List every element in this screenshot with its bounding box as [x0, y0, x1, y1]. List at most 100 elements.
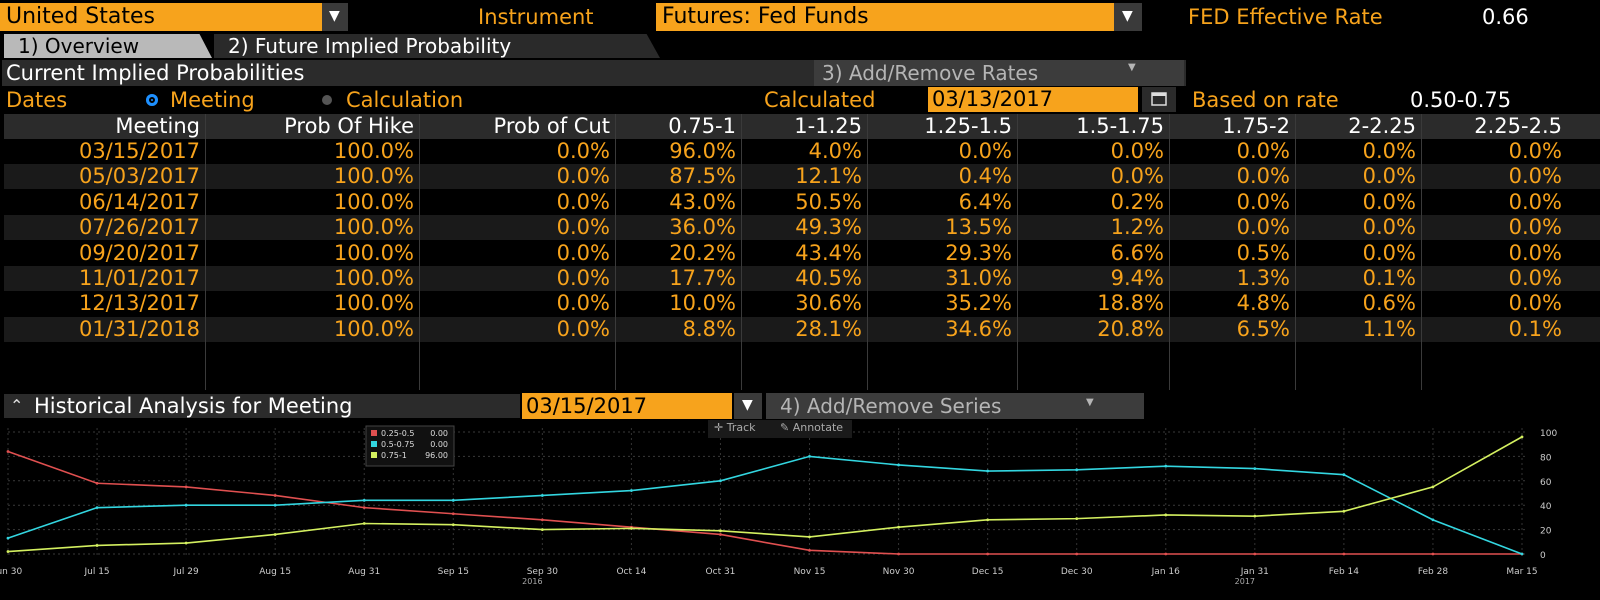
series-point: [1075, 468, 1079, 472]
tab-future-implied-probability[interactable]: 2) Future Implied Probability: [214, 34, 660, 58]
annotate-button[interactable]: ✎ Annotate: [780, 421, 843, 434]
column-header[interactable]: Prob of Cut: [493, 114, 610, 138]
series-line-0.5-0.75: [7, 455, 1523, 555]
chevron-down-icon: ▼: [329, 8, 340, 24]
probability-cell: 0.0%: [556, 215, 610, 240]
probability-cell: 20.2%: [669, 240, 736, 265]
table-row[interactable]: 05/03/2017 100.0% 0.0% 87.5% 12.1% 0.4% 0.0% 0.…: [4, 164, 1600, 190]
x-tick-label: Dec 30: [1061, 567, 1093, 577]
column-header[interactable]: 1.5-1.75: [1076, 114, 1164, 138]
probability-cell: 0.0%: [958, 139, 1012, 163]
x-tick-label: Oct 31: [706, 567, 736, 577]
legend-series-value: 96.00: [425, 451, 448, 460]
meeting-date-select[interactable]: 03/15/2017: [522, 393, 732, 419]
column-divider: [1295, 114, 1296, 390]
probability-cell: 4.8%: [1236, 291, 1290, 316]
chevron-down-icon: ▼: [1122, 8, 1133, 24]
probability-cell: 34.6%: [945, 316, 1012, 341]
table-row[interactable]: 11/01/2017 100.0% 0.0% 17.7% 40.5% 31.0% 9.4% 1…: [4, 266, 1600, 291]
country-select[interactable]: United States: [0, 3, 322, 31]
probability-cell: 20.8%: [1097, 316, 1164, 341]
column-header[interactable]: Meeting: [115, 114, 200, 138]
calculated-date-value: 03/13/2017: [932, 87, 1054, 111]
probability-cell: 40.5%: [795, 266, 862, 290]
meeting-date-dropdown-button[interactable]: ▼: [734, 393, 762, 419]
table-row[interactable]: 01/31/2018 100.0% 0.0% 8.8% 28.1% 34.6% 20.8% 6…: [4, 316, 1600, 342]
collapse-button[interactable]: ⌃: [4, 394, 30, 418]
meeting-date-value: 03/15/2017: [526, 394, 648, 418]
instrument-dropdown-button[interactable]: ▼: [1114, 3, 1142, 31]
track-label: Track: [726, 421, 756, 434]
series-line-0.25-0.5: [7, 450, 1522, 555]
probability-cell: 0.0%: [1508, 266, 1562, 290]
series-point: [1431, 518, 1435, 522]
series-point: [630, 526, 633, 530]
radio-selected-icon: [146, 94, 158, 106]
series-point: [362, 498, 366, 502]
chevron-up-double-icon: ⌃: [10, 396, 24, 415]
calculated-date-field[interactable]: 03/13/2017: [928, 87, 1138, 112]
probability-cell: 4.0%: [808, 139, 862, 163]
x-tick-label: Feb 14: [1329, 567, 1360, 577]
radio-calculation[interactable]: Calculation: [322, 88, 532, 112]
fed-rate-label: FED Effective Rate: [1188, 5, 1383, 29]
table-row[interactable]: 12/13/2017 100.0% 0.0% 10.0% 30.6% 35.2% 18.8%…: [4, 291, 1600, 317]
track-button[interactable]: ✛ Track: [714, 421, 756, 434]
x-tick-label: Nov 15: [794, 567, 826, 577]
radio-meeting[interactable]: Meeting: [146, 88, 296, 112]
series-point: [719, 529, 722, 533]
series-point: [6, 536, 10, 540]
series-point: [897, 552, 900, 556]
instrument-value: Futures: Fed Funds: [662, 4, 869, 29]
series-point: [273, 533, 277, 536]
probability-cell: 10.0%: [669, 291, 736, 316]
table-row[interactable]: 09/20/2017 100.0% 0.0% 20.2% 43.4% 29.3% 6.6% 0…: [4, 240, 1600, 266]
column-divider: [419, 114, 420, 390]
calendar-button[interactable]: [1142, 87, 1176, 112]
meeting-date-cell: 11/01/2017: [78, 266, 200, 290]
column-divider: [867, 114, 868, 390]
tab-overview[interactable]: 1) Overview: [4, 34, 212, 58]
x-tick-label: Jun 30: [0, 567, 22, 577]
legend-swatch: [371, 430, 377, 436]
column-header[interactable]: 1.25-1.5: [924, 114, 1012, 138]
legend-series-name: 0.25-0.5: [381, 429, 414, 438]
column-divider: [615, 114, 616, 390]
series-point: [184, 541, 188, 545]
probability-cell: 0.0%: [1110, 139, 1164, 163]
x-tick-label: Oct 14: [616, 567, 646, 577]
table-row[interactable]: 03/15/2017 100.0% 0.0% 96.0% 4.0% 0.0% 0.0% 0.0…: [4, 139, 1600, 164]
x-tick-label: Sep 15: [438, 567, 469, 577]
probability-cell: 100.0%: [333, 316, 414, 341]
fed-rate-value: 0.66: [1482, 5, 1529, 29]
add-remove-rates-button[interactable]: 3) Add/Remove Rates ▼: [814, 60, 1184, 86]
country-dropdown-button[interactable]: ▼: [322, 3, 348, 31]
table-row[interactable]: 06/14/2017 100.0% 0.0% 43.0% 50.5% 6.4% 0.2% 0.…: [4, 189, 1600, 215]
probability-cell: 0.0%: [556, 139, 610, 163]
probability-cell: 100.0%: [333, 215, 414, 240]
column-header[interactable]: 1-1.25: [794, 114, 862, 138]
x-tick-label: Aug 15: [259, 567, 291, 577]
probability-cell: 100.0%: [333, 189, 414, 214]
column-header[interactable]: 2-2.25: [1348, 114, 1416, 138]
probability-cell: 0.0%: [556, 189, 610, 214]
table-row[interactable]: 07/26/2017 100.0% 0.0% 36.0% 49.3% 13.5% 1.2% 0…: [4, 215, 1600, 241]
probability-cell: 43.0%: [669, 189, 736, 214]
add-remove-series-button[interactable]: 4) Add/Remove Series ▼: [766, 393, 1144, 419]
historical-chart[interactable]: 0 20 40 60 80 100 Jun 30 Jul 15 Jul 29 Aug 15 Aug …: [0, 420, 1600, 600]
series-point: [540, 494, 544, 497]
column-header[interactable]: 1.75-2: [1222, 114, 1290, 138]
y-tick-label: 80: [1540, 453, 1552, 463]
series-point: [1431, 552, 1435, 556]
series-point: [95, 544, 99, 547]
based-on-value: 0.50-0.75: [1410, 88, 1512, 112]
table-header-row: Meeting Prob Of Hike Prob of Cut 0.75-1 1-1.…: [4, 114, 1600, 139]
probability-cell: 0.0%: [556, 291, 610, 316]
column-header[interactable]: 2.25-2.5: [1474, 114, 1562, 138]
x-tick-label: Jan 16: [1151, 567, 1180, 577]
probability-cell: 0.0%: [1508, 139, 1562, 163]
column-header[interactable]: 0.75-1: [668, 114, 736, 138]
instrument-select[interactable]: Futures: Fed Funds: [656, 3, 1114, 31]
probability-cell: 35.2%: [945, 291, 1012, 316]
column-header[interactable]: Prob Of Hike: [284, 114, 414, 138]
